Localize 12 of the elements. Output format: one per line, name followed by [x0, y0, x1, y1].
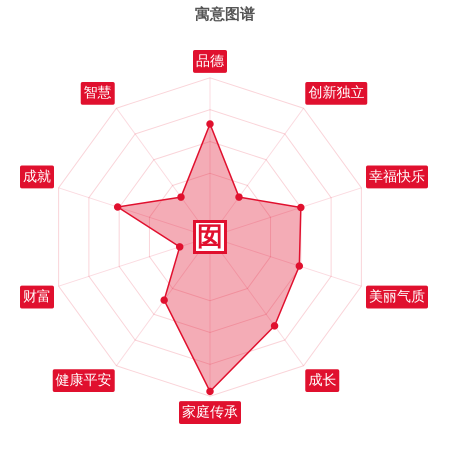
spoke-label: 智慧: [84, 84, 112, 100]
spoke-label: 成就: [23, 168, 51, 184]
spoke-label: 创新独立: [308, 84, 364, 100]
spoke-label: 家庭传承: [182, 403, 238, 420]
spoke-label: 成长: [308, 372, 336, 388]
spoke-label: 幸福快乐: [369, 168, 425, 184]
spoke-label: 美丽气质: [369, 288, 425, 304]
spoke-label: 品德: [196, 52, 224, 68]
chart-title: 寓意图谱: [195, 5, 255, 24]
spoke-label: 财富: [23, 288, 51, 304]
text: 囡: [197, 221, 223, 252]
spoke-label: 健康平安: [56, 372, 112, 388]
